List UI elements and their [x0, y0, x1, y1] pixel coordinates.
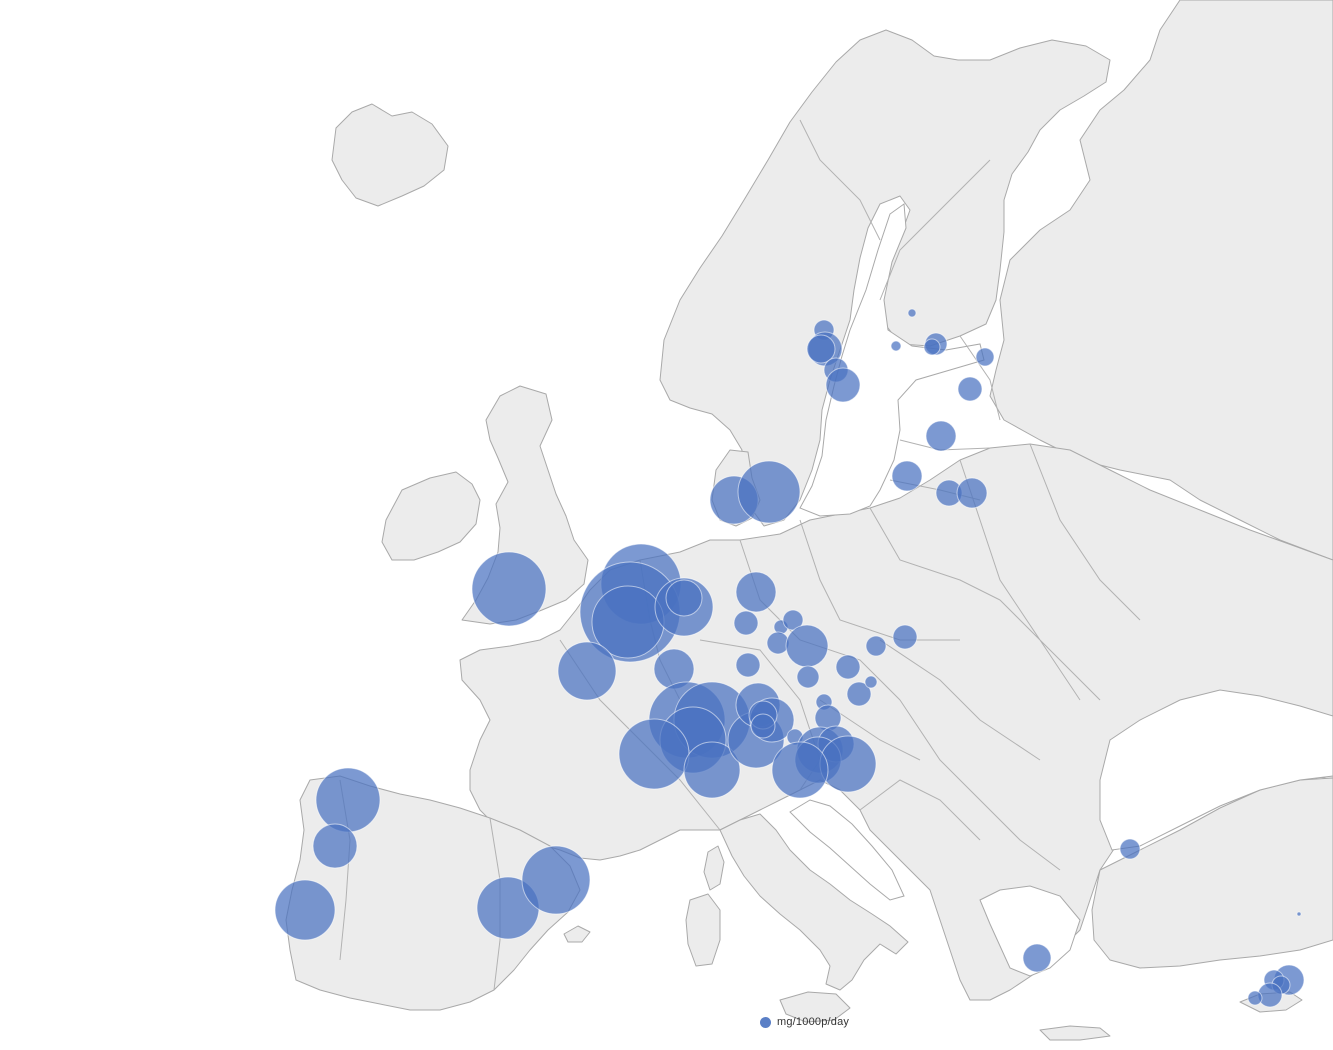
- land-anatolia: [1091, 777, 1333, 969]
- bubble[interactable]: [956, 477, 988, 509]
- bubble[interactable]: [733, 610, 759, 636]
- bubble[interactable]: [1247, 990, 1263, 1006]
- bubble[interactable]: [771, 741, 829, 799]
- bubble[interactable]: [819, 735, 877, 793]
- bubble[interactable]: [923, 338, 941, 356]
- bubble[interactable]: [274, 879, 336, 941]
- bubble[interactable]: [796, 665, 820, 689]
- bubble[interactable]: [957, 376, 983, 402]
- bubble[interactable]: [618, 718, 690, 790]
- bubble[interactable]: [1022, 943, 1052, 973]
- bubble[interactable]: [737, 460, 801, 524]
- bubble[interactable]: [1119, 838, 1141, 860]
- baltic-sea: [799, 203, 985, 517]
- bubble[interactable]: [891, 460, 923, 492]
- bubble[interactable]: [750, 713, 776, 739]
- bubble[interactable]: [312, 823, 358, 869]
- bubble[interactable]: [806, 334, 836, 364]
- black-sea: [1099, 689, 1333, 851]
- bubble-layer: [274, 308, 1305, 1008]
- land-russia-north: [989, 0, 1333, 561]
- bubble[interactable]: [846, 681, 872, 707]
- bubble[interactable]: [975, 347, 995, 367]
- legend-marker: [760, 1016, 771, 1028]
- bubble[interactable]: [907, 308, 917, 318]
- water-layer: [789, 203, 1333, 977]
- bubble[interactable]: [521, 845, 591, 915]
- bubble[interactable]: [665, 579, 703, 617]
- land-ireland: [381, 471, 481, 561]
- land-iceland: [331, 103, 449, 207]
- adriatic-sea: [789, 799, 905, 901]
- bubble[interactable]: [766, 631, 790, 655]
- bubble[interactable]: [557, 641, 617, 701]
- bubble[interactable]: [892, 624, 918, 650]
- bubble[interactable]: [315, 767, 381, 833]
- land-sicily: [779, 991, 851, 1023]
- legend: mg/1000p/day: [760, 1016, 849, 1028]
- aegean-sea: [979, 885, 1081, 977]
- bubble[interactable]: [683, 741, 741, 799]
- land-layer: [285, 0, 1333, 1041]
- bubble[interactable]: [735, 652, 761, 678]
- bubble[interactable]: [1296, 911, 1302, 917]
- land-sardinia: [685, 893, 721, 967]
- land-corsica: [703, 845, 725, 891]
- bubble[interactable]: [864, 675, 878, 689]
- bubble[interactable]: [785, 624, 829, 668]
- bubble[interactable]: [890, 340, 902, 352]
- land-balearics: [563, 925, 591, 943]
- bubble[interactable]: [825, 367, 861, 403]
- bubble[interactable]: [471, 551, 547, 627]
- bubble[interactable]: [925, 420, 957, 452]
- bubble[interactable]: [835, 654, 861, 680]
- legend-label: mg/1000p/day: [777, 1016, 850, 1028]
- bubble[interactable]: [735, 571, 777, 613]
- bubble[interactable]: [865, 635, 887, 657]
- land-crete: [1039, 1025, 1111, 1041]
- land-italy: [719, 813, 909, 991]
